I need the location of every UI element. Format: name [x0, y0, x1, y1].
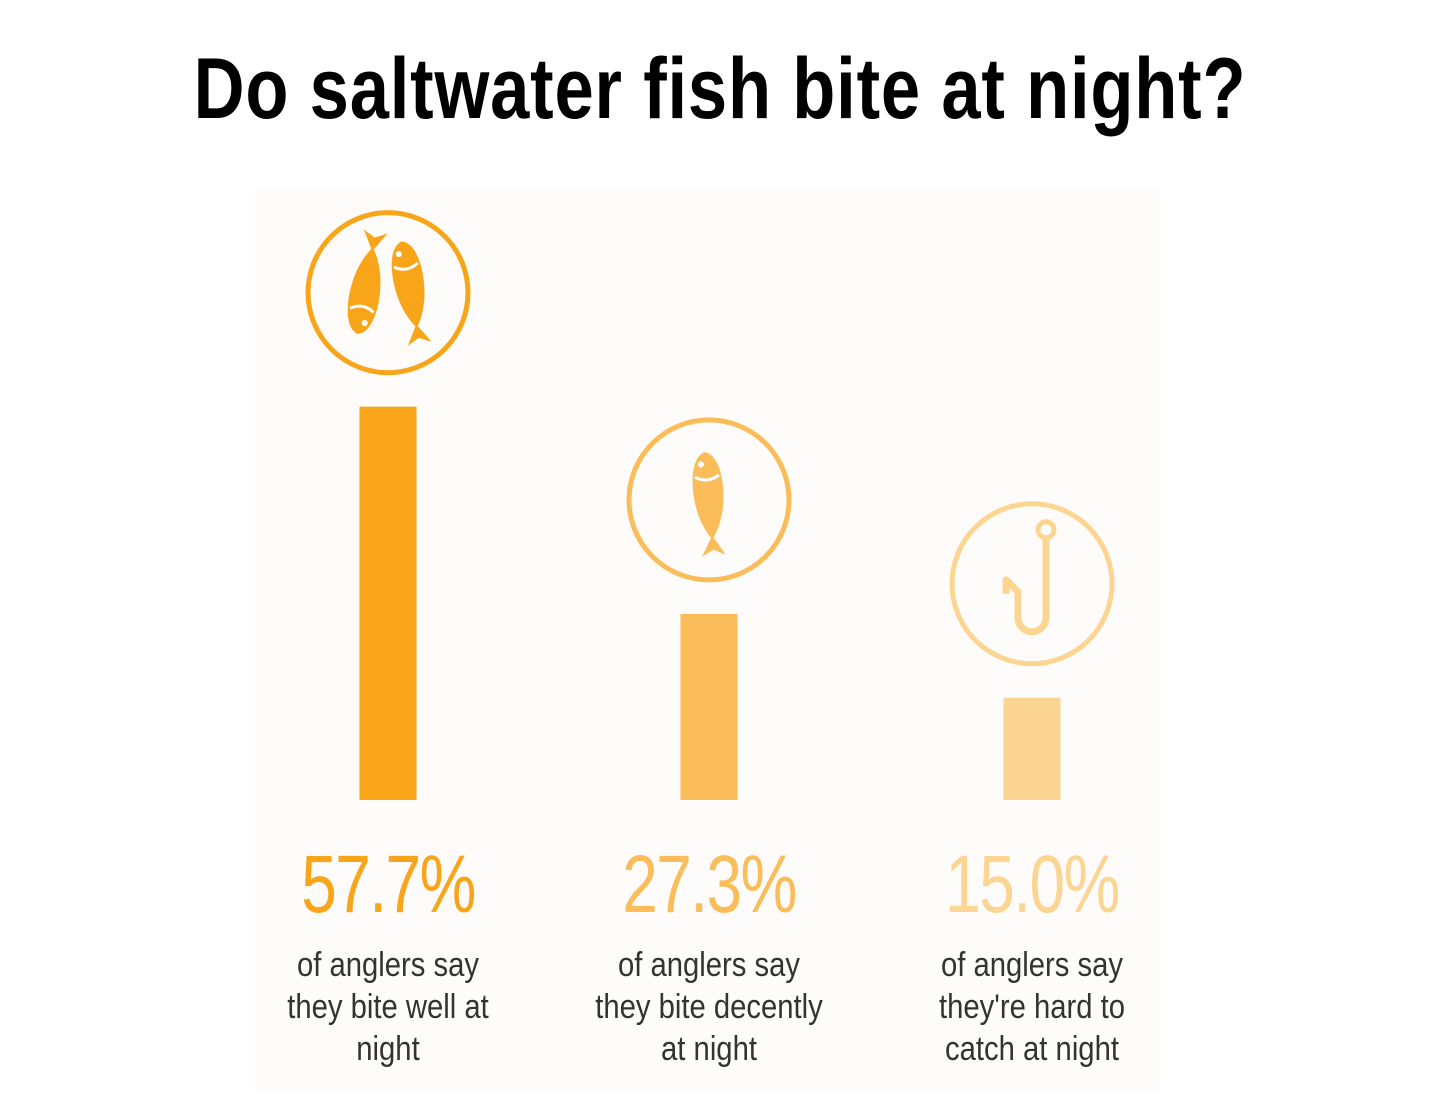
bar — [1003, 697, 1061, 800]
icon — [626, 417, 792, 583]
fish-tail — [407, 324, 432, 346]
icon-ring — [626, 417, 792, 583]
fish — [391, 241, 432, 346]
category-label: of anglers say they bite decently at nig… — [595, 946, 823, 1068]
hook — [1002, 537, 1050, 636]
icon — [949, 501, 1115, 667]
fish-tail — [701, 535, 726, 557]
category-label: of anglers say they're hard to catch at … — [938, 946, 1126, 1068]
fish — [347, 229, 388, 334]
bar — [359, 406, 417, 800]
icon-ring — [305, 210, 471, 376]
hook-eye — [1035, 519, 1057, 541]
fish — [692, 452, 726, 557]
bar — [680, 613, 738, 800]
fish-eye — [395, 251, 402, 258]
icon-ring — [949, 501, 1115, 667]
fish-eye — [697, 461, 704, 468]
chart-title: Do saltwater fish bite at night? — [193, 41, 1247, 137]
fish-body — [692, 452, 724, 540]
value-label: 27.3% — [622, 839, 797, 930]
fish-tail — [363, 229, 388, 252]
value-label: 15.0% — [945, 839, 1120, 930]
icon — [305, 210, 471, 376]
category-label: of anglers say they bite well at night — [287, 946, 489, 1068]
fish-scale — [349, 304, 375, 314]
fish-scale — [393, 261, 419, 271]
value-label: 57.7% — [301, 839, 476, 930]
fish-body — [391, 241, 425, 329]
fish-scale — [694, 473, 720, 482]
fish-eye — [361, 319, 368, 326]
